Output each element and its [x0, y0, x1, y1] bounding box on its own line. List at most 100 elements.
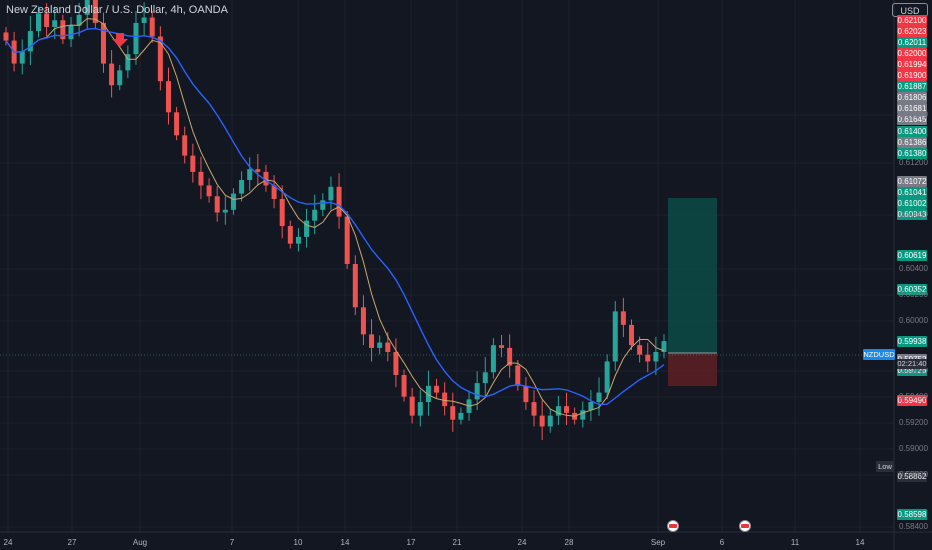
candle-body [68, 25, 74, 40]
candle-body [165, 81, 171, 113]
time-axis-label: 14 [340, 538, 350, 547]
candle-body [393, 351, 399, 375]
candle-body [555, 406, 561, 416]
time-axis-label: 11 [790, 538, 800, 547]
candle-body [360, 307, 366, 335]
candle-body [401, 374, 407, 397]
candle-body [637, 345, 643, 355]
candle-body [588, 402, 594, 411]
price-scale-label: 0.61200 [899, 158, 928, 167]
candle-body [547, 415, 553, 427]
candle-body [596, 392, 602, 403]
us-flag-icon[interactable] [667, 520, 679, 532]
candle-body [174, 112, 180, 136]
candle-body [214, 196, 220, 213]
candle-body [328, 186, 334, 201]
candle-body [247, 169, 253, 181]
price-tag: 0.61072 [897, 176, 927, 187]
candle-body [474, 383, 480, 400]
candle-body [661, 341, 667, 352]
candle-body [434, 385, 440, 393]
candle-body [92, 0, 98, 23]
price-scale-label: 0.60000 [899, 316, 928, 325]
candle-body [377, 342, 383, 348]
us-flag-icon[interactable] [739, 520, 751, 532]
price-tag: 0.61887 [897, 81, 927, 92]
candle-body [515, 365, 521, 386]
candle-body [507, 347, 513, 366]
time-axis-label: 17 [406, 538, 416, 547]
price-tag: 0.61681 [897, 103, 927, 114]
price-tag: 0.61400 [897, 126, 927, 137]
candle-body [60, 20, 66, 40]
time-axis-label: 28 [564, 538, 574, 547]
price-tag: 0.61900 [897, 70, 927, 81]
candle-body [117, 70, 123, 86]
candle-body [320, 200, 326, 210]
candle-body [539, 415, 545, 427]
candle-body [27, 31, 33, 52]
bar-countdown: 02:21:40 [897, 359, 927, 369]
candle-body [385, 342, 391, 352]
time-axis-label: 24 [517, 538, 527, 547]
time-axis-label: Sep [650, 538, 666, 547]
candle-body [206, 185, 212, 197]
candle-body [271, 185, 277, 199]
candle-body [295, 236, 301, 244]
price-tag: 0.62000 [897, 48, 927, 59]
candle-body [409, 396, 415, 416]
candle-body [222, 209, 228, 213]
candle-body [44, 13, 50, 28]
candlesticks [3, 0, 667, 441]
price-tag: 0.58598 [897, 509, 927, 520]
candle-body [84, 0, 90, 15]
candle-body [35, 13, 41, 32]
price-scale-label: 0.61800 [899, 110, 928, 119]
candle-body [425, 385, 431, 403]
fast-moving-average-line [5, 18, 665, 417]
price-tag: 0.61386 [897, 137, 927, 148]
price-scale-label: 0.60200 [899, 290, 928, 299]
price-tag: 0.61380 [897, 148, 927, 159]
price-scale-label: 0.60400 [899, 264, 928, 273]
price-tag: 0.59726 [897, 365, 927, 376]
candle-body [653, 351, 659, 362]
candle-body [417, 402, 423, 416]
candle-body [604, 361, 610, 393]
price-tag: 0.61041 [897, 187, 927, 198]
candle-body [458, 412, 464, 420]
candle-body [450, 406, 456, 420]
candle-body [198, 171, 204, 186]
time-axis-label: 7 [229, 538, 235, 547]
price-tag: 0.62023 [897, 26, 927, 37]
candle-body [3, 32, 9, 41]
candle-body [76, 14, 82, 26]
candle-body [580, 410, 586, 420]
stop-loss-zone[interactable] [668, 353, 717, 386]
candle-body [190, 155, 196, 172]
candle-body [629, 324, 635, 346]
price-scale-label: 0.59400 [899, 392, 928, 401]
time-axis-label: 6 [719, 538, 725, 547]
candle-body [287, 226, 293, 244]
candle-body [564, 406, 570, 413]
price-tag: 0.58862 [897, 471, 927, 482]
price-tag: 0.60619 [897, 250, 927, 261]
candle-body [620, 311, 626, 325]
candle-body [255, 169, 261, 172]
price-tag: 0.61645 [897, 114, 927, 125]
grid-lines [0, 0, 894, 532]
take-profit-zone[interactable] [668, 198, 717, 353]
symbol-price-tag: NZDUSD [863, 349, 895, 360]
time-axis-label: 21 [452, 538, 462, 547]
candle-body [279, 198, 285, 227]
price-tag: 0.62100 [897, 15, 927, 26]
candle-body [109, 63, 115, 86]
price-tag: 0.60352 [897, 284, 927, 295]
candle-body [442, 392, 448, 407]
candle-body [344, 216, 350, 264]
candle-body [149, 17, 155, 37]
price-tag: 0.61994 [897, 59, 927, 70]
candle-body [352, 263, 358, 308]
